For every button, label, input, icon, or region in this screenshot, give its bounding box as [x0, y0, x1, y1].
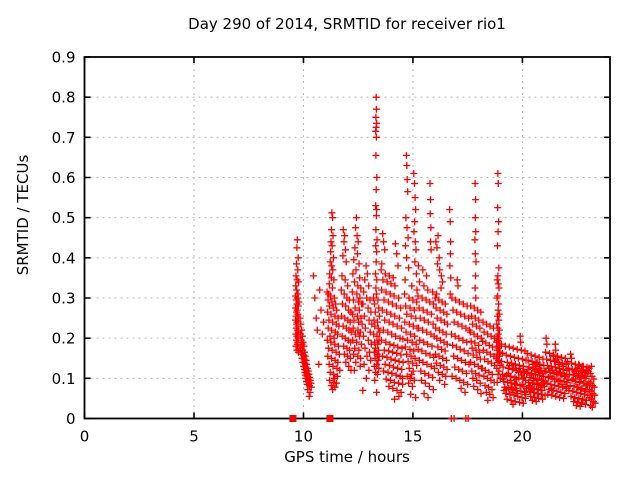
y-tick-label: 0.2 [52, 330, 76, 348]
x-axis-title: GPS time / hours [284, 448, 410, 466]
x-tick-label: 15 [403, 428, 422, 446]
square-marker-zero-flags [326, 415, 334, 422]
y-tick-label: 0.4 [52, 249, 76, 267]
y-tick-label: 0.7 [52, 129, 76, 147]
y-tick-label: 0.1 [52, 370, 76, 388]
y-tick-label: 0.9 [52, 49, 76, 67]
y-tick-label: 0.8 [52, 89, 76, 107]
grid-lines [84, 57, 610, 419]
y-tick-label: 0.5 [52, 209, 76, 227]
chart-title: Day 290 of 2014, SRMTID for receiver rio… [188, 15, 506, 33]
tick-marks [83, 56, 610, 420]
scatter-points-SRMTID [291, 93, 599, 422]
x-tick-label: 20 [513, 428, 532, 446]
plot-border [83, 56, 611, 420]
square-marker-zero-flags [289, 415, 297, 422]
x-tick-label: 10 [294, 428, 313, 446]
x-tick-label: 0 [80, 428, 90, 446]
y-tick-label: 0 [66, 410, 76, 428]
x-tick-label: 5 [189, 428, 199, 446]
y-tick-label: 0.6 [52, 169, 76, 187]
y-tick-label: 0.3 [52, 290, 76, 308]
